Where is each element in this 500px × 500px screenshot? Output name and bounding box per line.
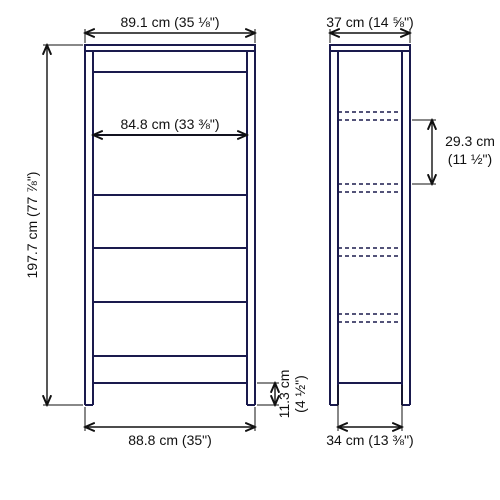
side-view [330, 45, 410, 405]
dim-bottom-width: 88.8 cm (35") [128, 432, 212, 448]
dim-foot-height-cm: 11.3 cm [276, 370, 292, 419]
dim-foot-height-in: (4 ½") [292, 375, 308, 413]
front-view [85, 45, 255, 405]
dim-inner-width: 84.8 cm (33 ⅜") [120, 116, 219, 132]
dimension-drawing: 89.1 cm (35 ⅛") 84.8 cm (33 ⅜") 197.7 cm (… [0, 0, 500, 500]
dim-side-top: 37 cm (14 ⅝") [326, 14, 413, 30]
dim-height: 197.7 cm (77 ⅞") [24, 172, 40, 279]
dim-side-bottom: 34 cm (13 ⅜") [326, 432, 413, 448]
dim-top-width: 89.1 cm (35 ⅛") [120, 14, 219, 30]
dim-shelf-gap-cm: 29.3 cm [445, 133, 495, 149]
dim-shelf-gap-in: (11 ½") [448, 151, 492, 167]
